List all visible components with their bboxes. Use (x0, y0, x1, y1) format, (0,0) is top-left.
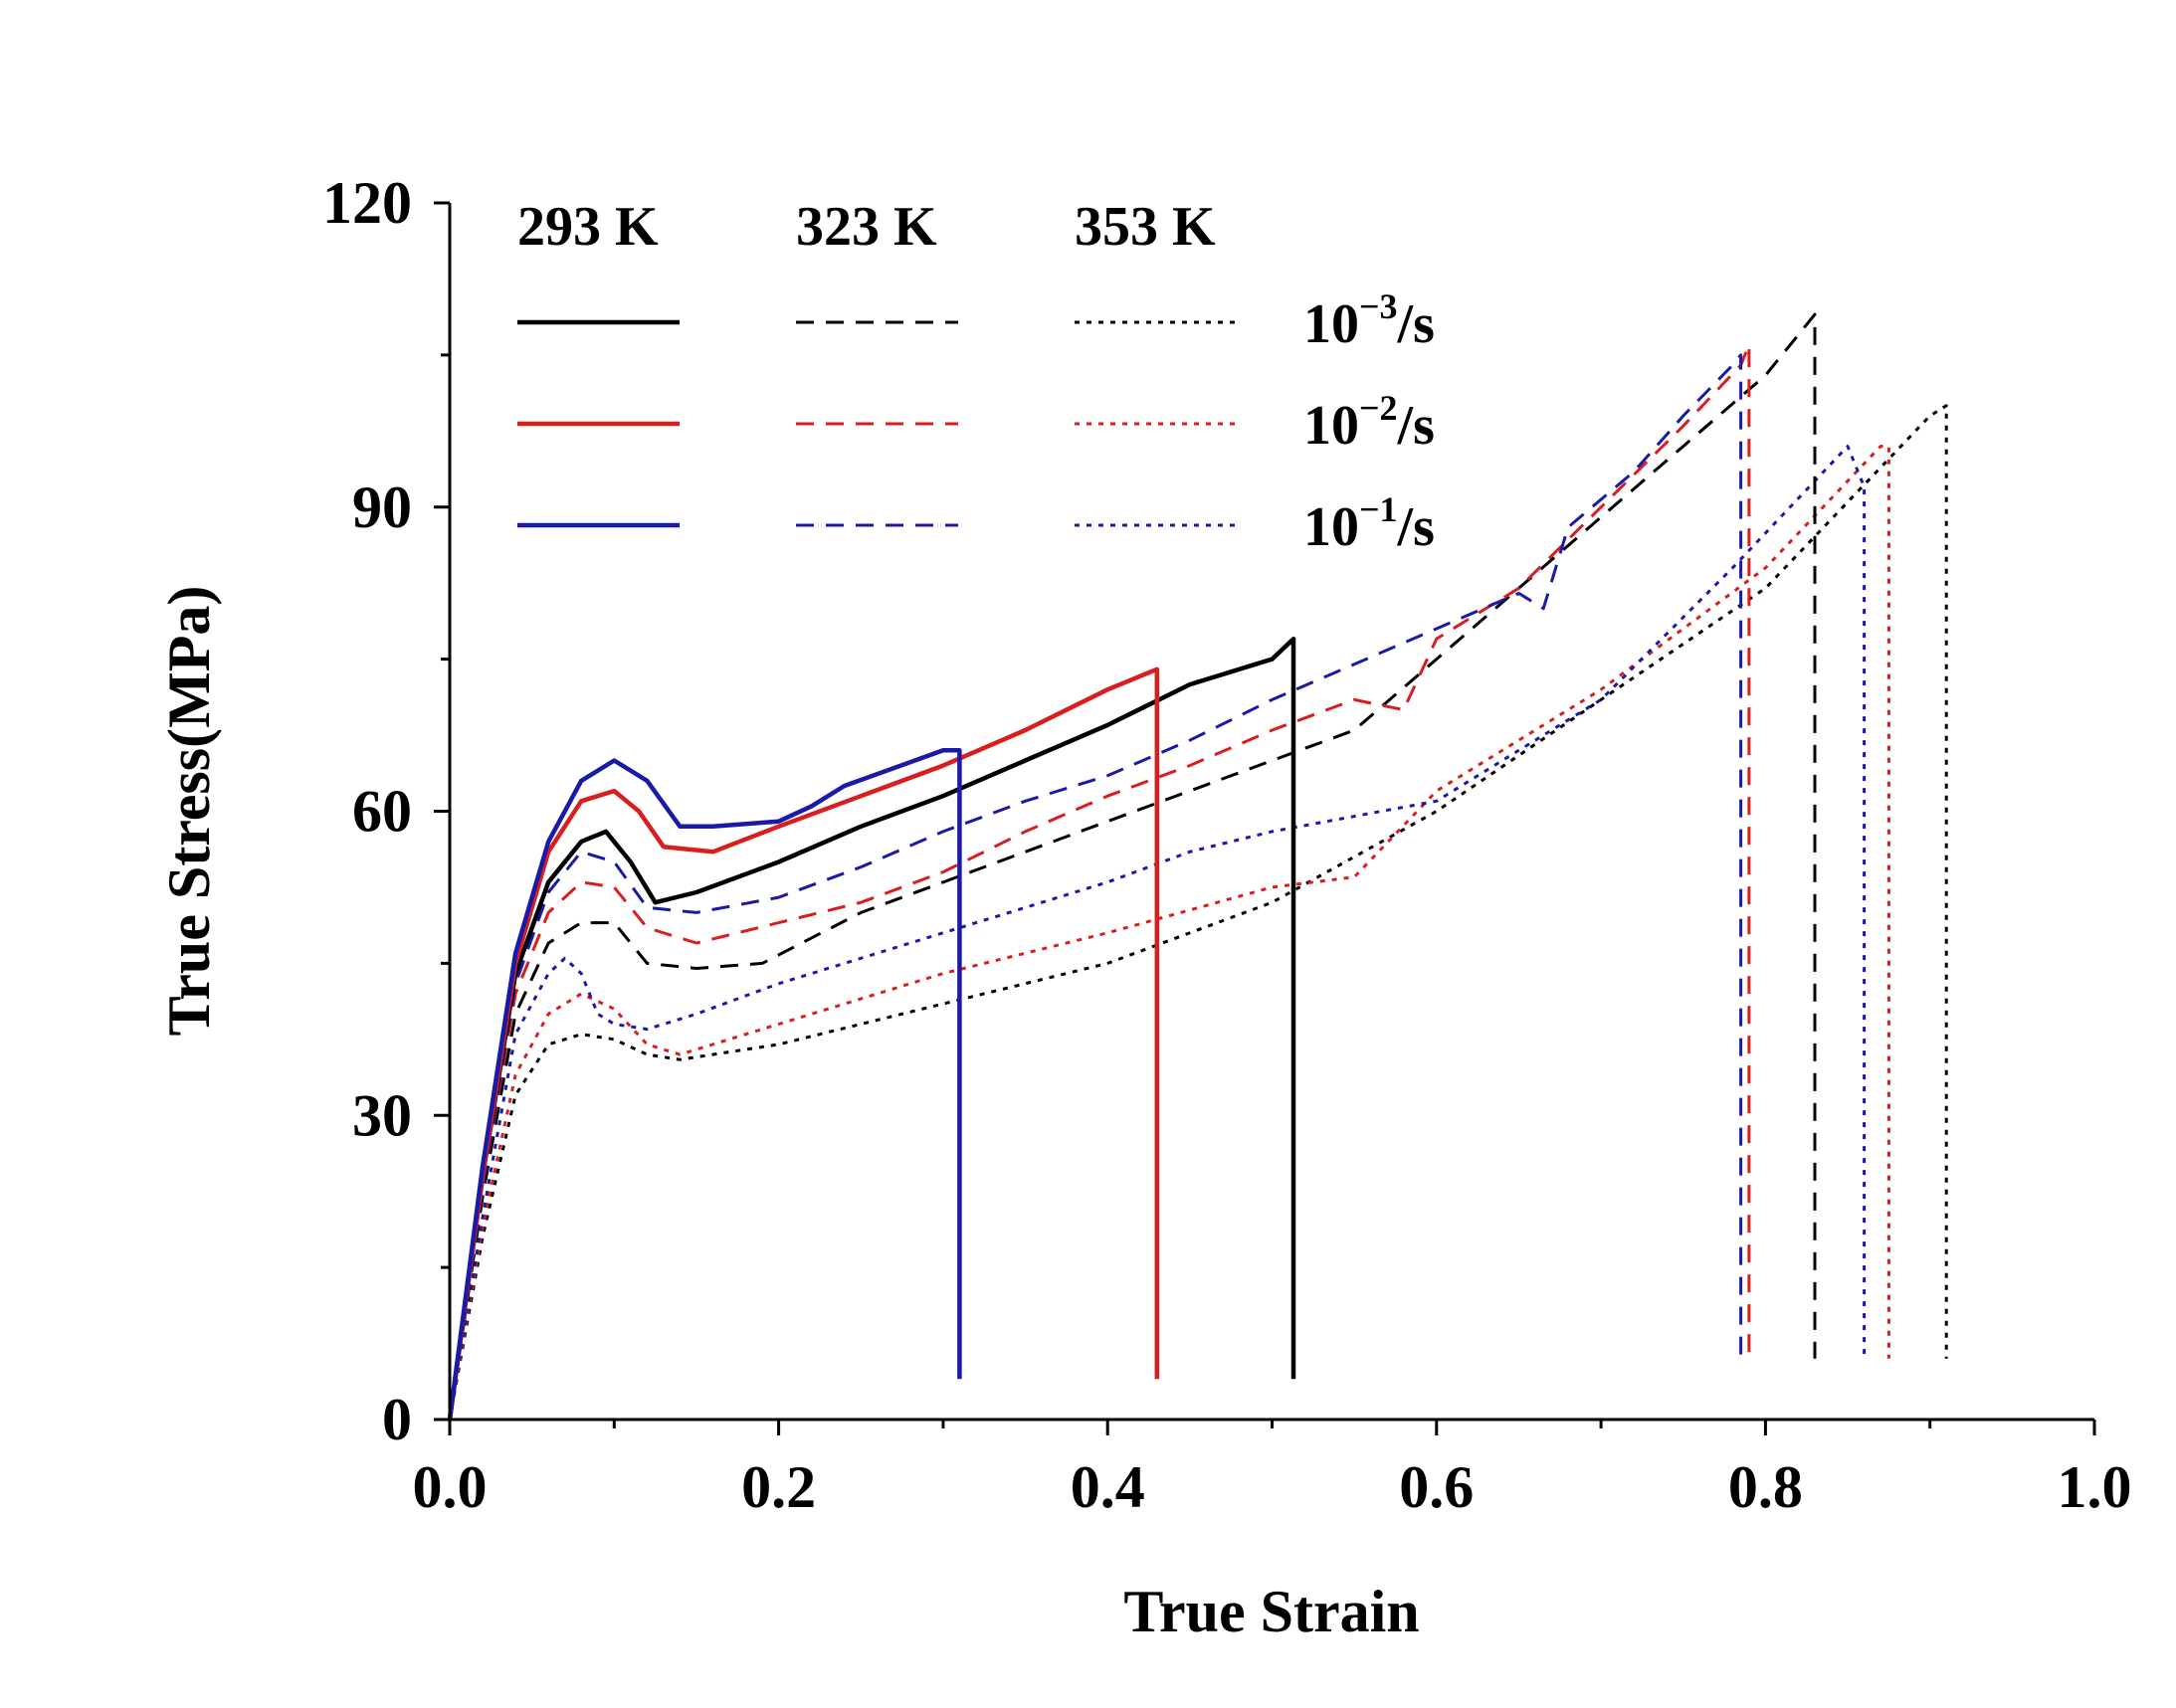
y-tick-label: 30 (352, 1082, 412, 1148)
series-line (448, 343, 1751, 1421)
series-line (447, 666, 1160, 1421)
legend-temperature: 323 K (796, 196, 937, 258)
x-tick-label: 0.4 (1071, 1454, 1145, 1520)
series-line (448, 312, 1817, 1421)
series-line (448, 404, 1948, 1421)
series-line (448, 445, 1890, 1421)
series-line (447, 748, 962, 1421)
y-tick-label: 60 (352, 779, 412, 845)
series-line (448, 353, 1743, 1421)
x-axis-title: True Strain (1123, 1579, 1419, 1644)
y-tick-label: 90 (352, 474, 412, 540)
legend: 293 K 323 K 353 K 10−3/s 10−2/s 10−1/s (517, 196, 1435, 558)
x-tick-label: 0.6 (1399, 1454, 1474, 1520)
legend-rate-label: 10−1/s (1303, 489, 1435, 558)
legend-temperature: 293 K (517, 196, 659, 258)
y-tick-label: 120 (322, 170, 412, 236)
x-tick-label: 0.2 (741, 1454, 816, 1520)
series-line (448, 445, 1867, 1421)
x-tick-label: 0.0 (413, 1454, 488, 1520)
x-tick-label: 1.0 (2058, 1454, 2132, 1520)
legend-rate-label: 10−2/s (1303, 388, 1435, 457)
x-tick-label: 0.8 (1728, 1454, 1803, 1520)
curves-layer (447, 312, 1948, 1421)
series-line (447, 636, 1296, 1421)
legend-temperature: 353 K (1075, 196, 1216, 258)
ticks-layer: 0.0 0.2 0.4 0.6 0.8 1.0 0 30 60 90 120 (322, 170, 2132, 1520)
legend-rate-label: 10−3/s (1303, 286, 1435, 355)
y-axis-title: True Stress(MPa) (156, 586, 222, 1037)
y-tick-label: 0 (382, 1387, 412, 1452)
